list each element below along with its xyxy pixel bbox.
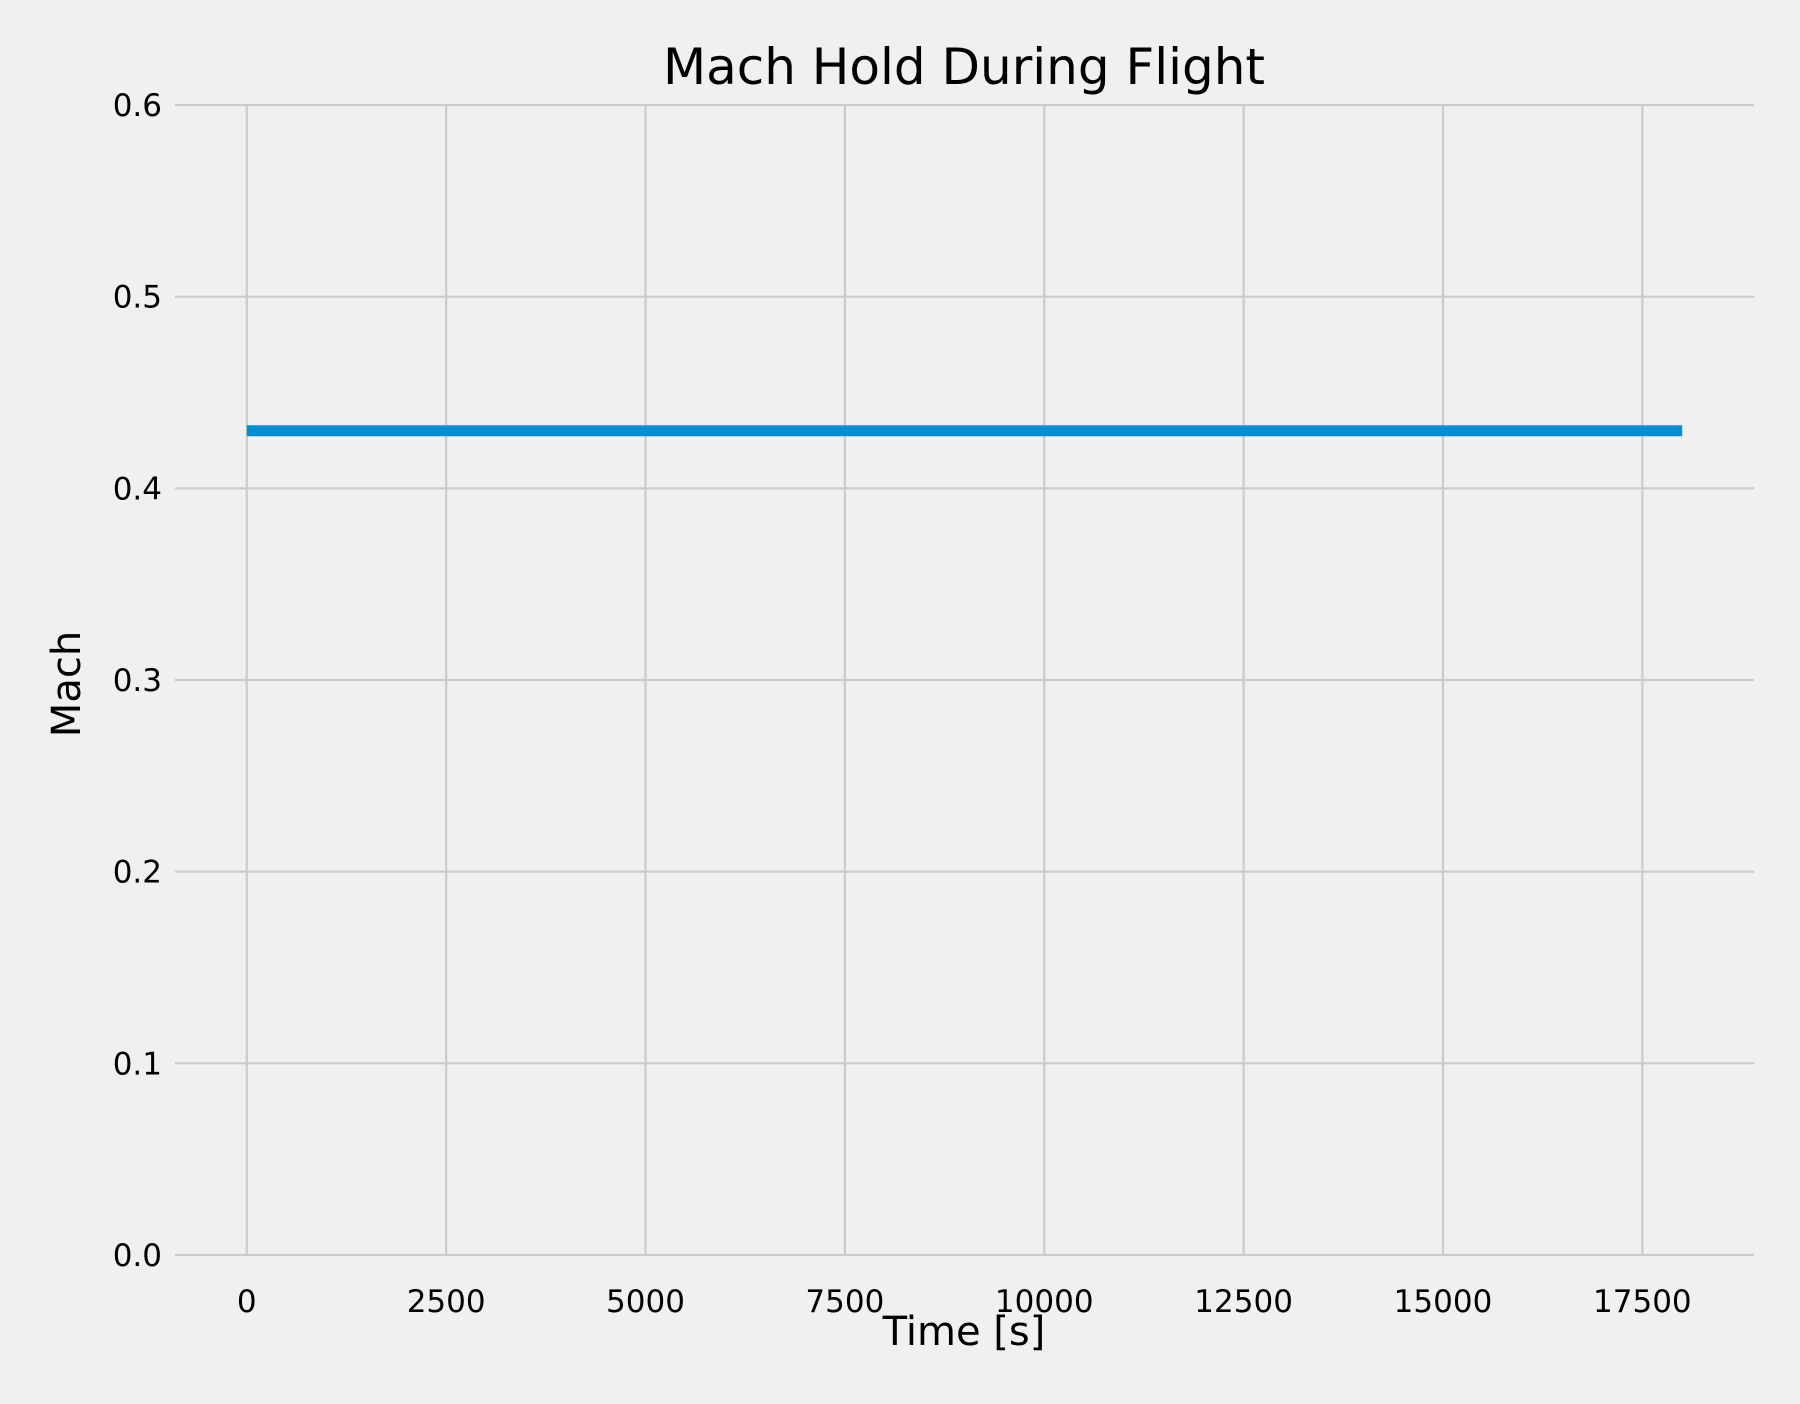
- x-tick-label: 0: [237, 1284, 257, 1320]
- x-tick-label: 12500: [1194, 1284, 1293, 1320]
- y-tick-label: 0.6: [113, 88, 162, 124]
- y-tick-label: 0.3: [113, 663, 162, 699]
- y-tick-label: 0.4: [113, 471, 162, 507]
- y-tick-label: 0.1: [113, 1046, 162, 1082]
- x-tick-label: 5000: [606, 1284, 685, 1320]
- y-tick-label: 0.2: [113, 855, 162, 891]
- x-tick-label: 15000: [1394, 1284, 1493, 1320]
- y-tick-label: 0.5: [113, 280, 162, 316]
- grid-layer: [175, 103, 1754, 1257]
- x-tick-label: 10000: [995, 1284, 1094, 1320]
- tick-label-layer: 0 2500 5000 7500 10000 12500 15000 17500 0.0 0.1 0…: [113, 88, 1692, 1320]
- x-tick-label: 17500: [1593, 1284, 1692, 1320]
- x-axis-label: Time [s]: [882, 1309, 1046, 1355]
- chart-title: Mach Hold During Flight: [663, 38, 1265, 96]
- x-tick-label: 2500: [407, 1284, 486, 1320]
- y-axis-label: Mach: [44, 631, 90, 737]
- x-tick-label: 7500: [805, 1284, 884, 1320]
- y-tick-label: 0.0: [113, 1238, 162, 1274]
